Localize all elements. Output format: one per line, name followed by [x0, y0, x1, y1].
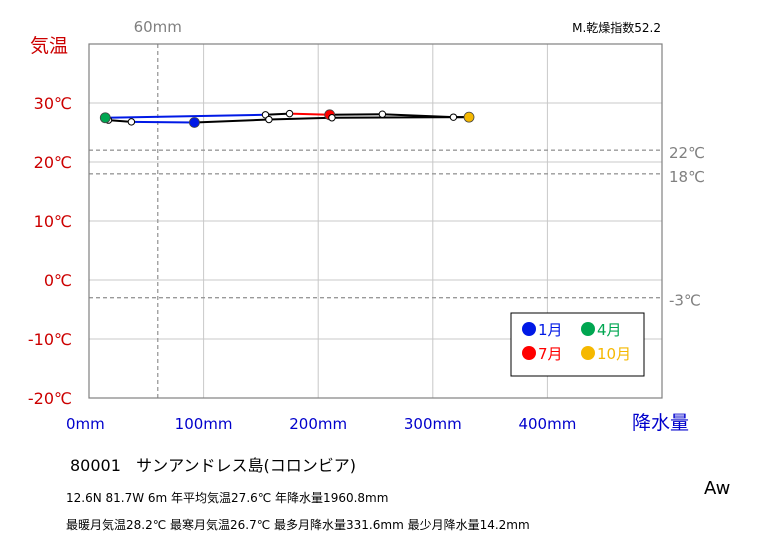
reference-lines: 22℃ 18℃ -3℃ 60mm — [89, 18, 705, 398]
climograph-segment — [329, 113, 383, 116]
month-point — [449, 113, 458, 121]
legend-label: 7月 — [538, 345, 563, 363]
y-axis-title: 気温 — [30, 35, 68, 57]
y-tick-label: 0℃ — [44, 271, 72, 290]
x-tick-label: 0mm — [66, 415, 105, 433]
temp-reference-label: -3℃ — [669, 292, 701, 310]
chart-grid — [89, 44, 662, 398]
station-id: 80001 — [70, 456, 121, 475]
legend-label: 4月 — [597, 321, 622, 339]
month-point — [328, 114, 336, 122]
climograph-segment — [105, 113, 266, 119]
month-point-highlight — [463, 111, 475, 123]
climograph-segment — [268, 116, 332, 121]
climograph-points — [99, 109, 475, 128]
month-point — [127, 118, 136, 126]
legend-marker — [522, 322, 536, 336]
x-tick-label: 300mm — [404, 415, 462, 433]
y-tick-label: -20℃ — [28, 389, 72, 408]
climate-chart: 22℃ 18℃ -3℃ 60mm 気温 降水量 M.乾燥指数52.2 30℃ 20℃ 10… — [28, 18, 705, 434]
climograph-lines — [104, 112, 470, 124]
month-point-highlight — [189, 117, 200, 128]
x-axis-title: 降水量 — [632, 412, 689, 434]
y-tick-label: -10℃ — [28, 330, 72, 349]
station-line: 80001 サンアンドレス島(コロンビア) — [70, 452, 356, 476]
month-point — [378, 110, 387, 118]
climate-class-label: Aw — [704, 478, 731, 499]
plot-frame — [88, 43, 663, 399]
month-point — [265, 115, 273, 124]
month-point — [285, 109, 294, 118]
x-tick-label: 100mm — [175, 415, 233, 433]
climograph-segment — [289, 112, 330, 116]
x-tick-label: 200mm — [289, 415, 347, 433]
temp-reference-label: 18℃ — [669, 168, 705, 186]
climograph-segment — [131, 120, 195, 124]
legend-marker — [581, 322, 595, 336]
axis-labels: 気温 降水量 M.乾燥指数52.2 30℃ 20℃ 10℃ 0℃ -10℃ -20℃ 0mm… — [28, 20, 689, 434]
climograph-segment — [194, 118, 269, 124]
legend-label: 10月 — [597, 345, 631, 363]
y-tick-label: 10℃ — [34, 212, 72, 231]
temp-reference-label: 22℃ — [669, 144, 705, 162]
climograph-segment — [108, 119, 132, 123]
x-tick-label: 400mm — [518, 415, 576, 433]
climograph-segment — [265, 112, 290, 116]
aridity-index-label: M.乾燥指数52.2 — [572, 20, 661, 35]
y-tick-label: 20℃ — [34, 153, 72, 172]
month-point-highlight — [99, 112, 111, 124]
station-name: サンアンドレス島(コロンビア) — [136, 456, 357, 475]
climograph-segment — [331, 116, 470, 119]
station-info-line-1: 12.6N 81.7W 6m 年平均気温27.6℃ 年降水量1960.8mm — [66, 491, 389, 505]
legend: 1月 4月 7月 10月 — [510, 312, 645, 377]
legend-marker — [522, 346, 536, 360]
legend-label: 1月 — [538, 321, 563, 339]
station-info-line-2: 最暖月気温28.2℃ 最寒月気温26.7℃ 最多月降水量331.6mm 最少月降… — [66, 518, 530, 532]
legend-marker — [581, 346, 595, 360]
y-tick-label: 30℃ — [34, 94, 72, 113]
precip-reference-label: 60mm — [134, 18, 182, 36]
